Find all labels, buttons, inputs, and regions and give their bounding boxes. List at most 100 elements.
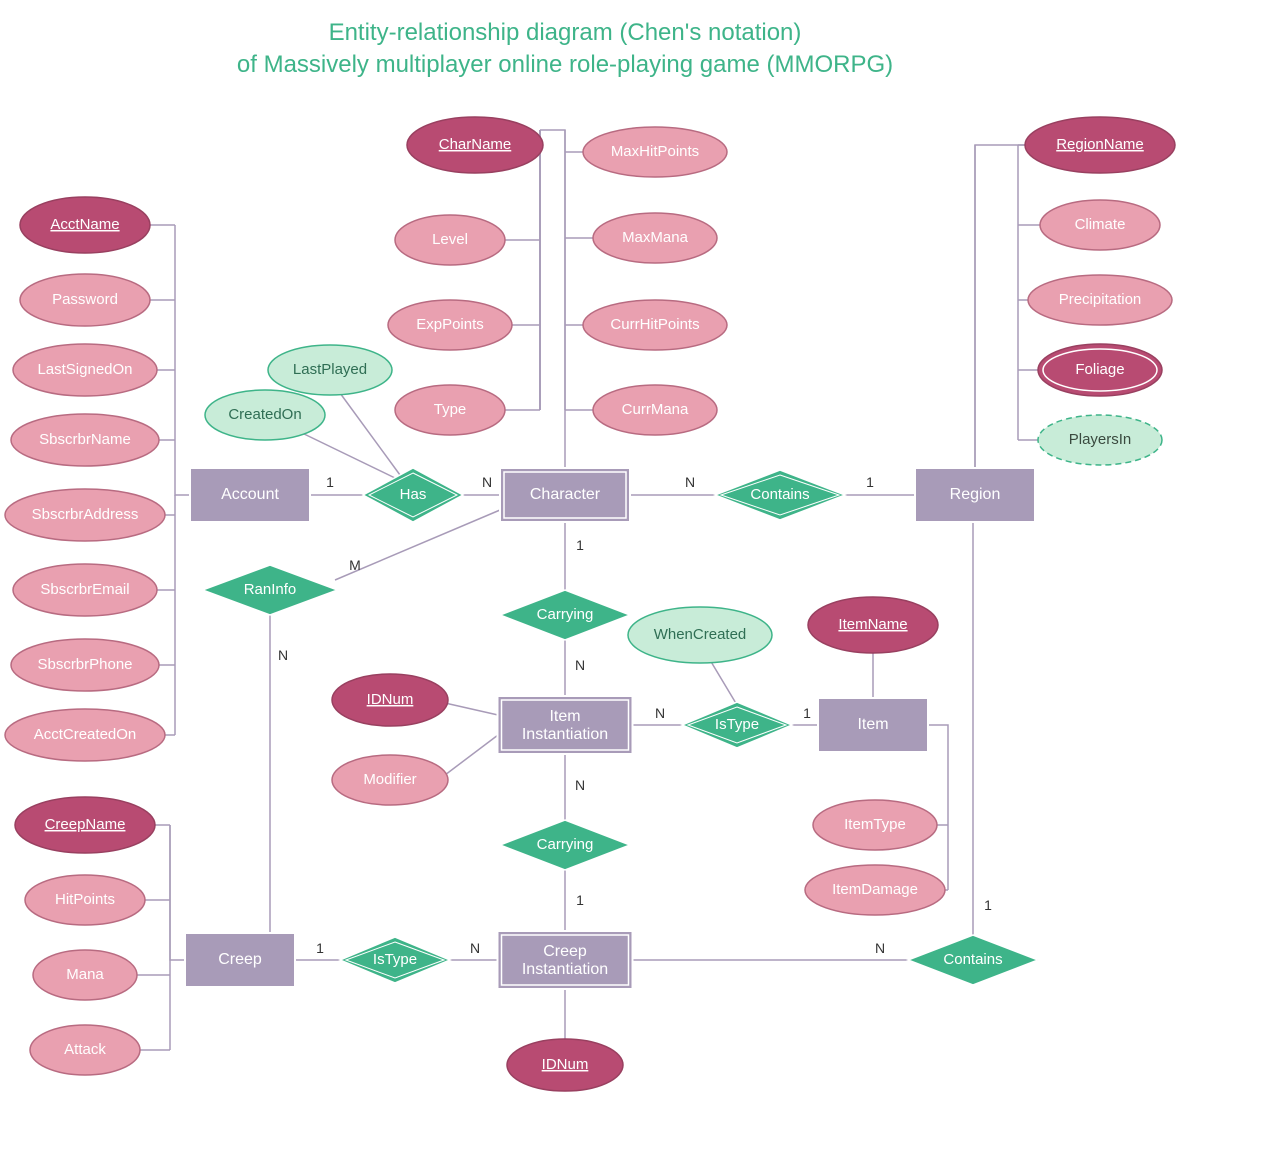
card-character-raninfo: M <box>349 557 361 573</box>
attr-precipitation: Precipitation <box>1028 275 1172 325</box>
svg-text:Password: Password <box>52 291 118 308</box>
attr-climate: Climate <box>1040 200 1160 250</box>
svg-text:Carrying: Carrying <box>537 836 594 853</box>
rel-contains_region: Contains <box>715 470 845 520</box>
attr-type: Type <box>395 385 505 435</box>
entity-character: Character <box>500 468 630 522</box>
svg-text:MaxHitPoints: MaxHitPoints <box>611 143 699 160</box>
svg-text:AcctCreatedOn: AcctCreatedOn <box>34 726 137 743</box>
svg-text:RanInfo: RanInfo <box>244 581 297 598</box>
entity-item_inst: ItemInstantiation <box>498 696 633 754</box>
rel-istype_item: IsType <box>682 702 792 748</box>
svg-text:RegionName: RegionName <box>1056 136 1144 153</box>
attr-attack: Attack <box>30 1025 140 1075</box>
attr-modifier: Modifier <box>332 755 448 805</box>
card-character-contains: N <box>685 474 695 490</box>
svg-text:WhenCreated: WhenCreated <box>654 626 747 643</box>
svg-text:CharName: CharName <box>439 136 512 153</box>
svg-text:IsType: IsType <box>373 951 417 968</box>
attr-level: Level <box>395 215 505 265</box>
entity-creep: Creep <box>185 933 295 987</box>
attr-maxmana: MaxMana <box>593 213 717 263</box>
attr-sbscrbraddress: SbscrbrAddress <box>5 489 165 541</box>
svg-text:Account: Account <box>221 486 279 503</box>
svg-text:Item: Item <box>549 708 580 725</box>
svg-text:Climate: Climate <box>1075 216 1126 233</box>
svg-text:ItemDamage: ItemDamage <box>832 881 918 898</box>
entity-item: Item <box>818 698 928 752</box>
attr-lastplayed: LastPlayed <box>268 345 392 395</box>
svg-text:Level: Level <box>432 231 468 248</box>
rel-carrying_char: Carrying <box>500 590 630 640</box>
svg-text:CreepName: CreepName <box>45 816 126 833</box>
svg-text:LastSignedOn: LastSignedOn <box>37 361 132 378</box>
attr-currmana: CurrMana <box>593 385 717 435</box>
svg-text:SbscrbrEmail: SbscrbrEmail <box>40 581 129 598</box>
attr-regionname: RegionName <box>1025 117 1175 173</box>
svg-text:Creep: Creep <box>218 951 262 968</box>
attr-sbscrbrphone: SbscrbrPhone <box>11 639 159 691</box>
entity-account: Account <box>190 468 310 522</box>
attr-lastsignedon: LastSignedOn <box>13 344 157 396</box>
svg-text:ExpPoints: ExpPoints <box>416 316 484 333</box>
attr-password: Password <box>20 274 150 326</box>
attr-sbscrbremail: SbscrbrEmail <box>13 564 157 616</box>
card-iteminst-carrying2: N <box>575 777 585 793</box>
svg-text:IsType: IsType <box>715 716 759 733</box>
svg-text:Item: Item <box>857 716 888 733</box>
svg-text:Has: Has <box>400 486 427 503</box>
card-istype-creepinst: N <box>470 940 480 956</box>
card-has-character: N <box>482 474 492 490</box>
svg-text:Type: Type <box>434 401 467 418</box>
svg-text:Creep: Creep <box>543 943 587 960</box>
rel-carrying_creep: Carrying <box>500 820 630 870</box>
svg-text:HitPoints: HitPoints <box>55 891 115 908</box>
svg-text:CurrMana: CurrMana <box>622 401 689 418</box>
svg-text:SbscrbrPhone: SbscrbrPhone <box>37 656 132 673</box>
svg-text:LastPlayed: LastPlayed <box>293 361 367 378</box>
card-character-carrying: 1 <box>576 537 584 553</box>
svg-text:SbscrbrName: SbscrbrName <box>39 431 131 448</box>
svg-text:Precipitation: Precipitation <box>1059 291 1142 308</box>
card-raninfo-creep: N <box>278 647 288 663</box>
svg-text:Contains: Contains <box>750 486 809 503</box>
card-carrying-iteminst: N <box>575 657 585 673</box>
svg-text:MaxMana: MaxMana <box>622 229 689 246</box>
card-carrying2-creepinst: 1 <box>576 892 584 908</box>
attr-charname: CharName <box>407 117 543 173</box>
attr-maxhitpoints: MaxHitPoints <box>583 127 727 177</box>
diagram-title-line1: Entity-relationship diagram (Chen's nota… <box>329 19 802 46</box>
svg-text:SbscrbrAddress: SbscrbrAddress <box>32 506 139 523</box>
attr-foliage: Foliage <box>1038 344 1162 396</box>
attr-mana: Mana <box>33 950 137 1000</box>
attr-acctcreatedon: AcctCreatedOn <box>5 709 165 761</box>
attr-sbscrbrname: SbscrbrName <box>11 414 159 466</box>
svg-text:IDNum: IDNum <box>542 1056 589 1073</box>
attr-idnum_creep: IDNum <box>507 1039 623 1091</box>
entity-region: Region <box>915 468 1035 522</box>
svg-text:Contains: Contains <box>943 951 1002 968</box>
diagram-title-line2: of Massively multiplayer online role-pla… <box>237 51 893 78</box>
svg-text:CreatedOn: CreatedOn <box>228 406 301 423</box>
svg-text:ItemName: ItemName <box>838 616 907 633</box>
attr-itemdamage: ItemDamage <box>805 865 945 915</box>
svg-text:Region: Region <box>950 486 1001 503</box>
attr-hitpoints: HitPoints <box>25 875 145 925</box>
rel-raninfo: RanInfo <box>203 565 338 615</box>
rel-istype_creep: IsType <box>340 937 450 983</box>
svg-text:Instantiation: Instantiation <box>522 726 608 743</box>
card-istype-item: 1 <box>803 705 811 721</box>
svg-text:Character: Character <box>530 486 601 503</box>
svg-text:CurrHitPoints: CurrHitPoints <box>610 316 699 333</box>
rel-contains_creep: Contains <box>908 935 1038 985</box>
attr-createdon: CreatedOn <box>205 390 325 440</box>
attr-currhitpoints: CurrHitPoints <box>583 300 727 350</box>
attr-idnum_item: IDNum <box>332 674 448 726</box>
svg-text:Attack: Attack <box>64 1041 106 1058</box>
card-account-has: 1 <box>326 474 334 490</box>
attr-acctname: AcctName <box>20 197 150 253</box>
card-contains-region: 1 <box>866 474 874 490</box>
attr-itemtype: ItemType <box>813 800 937 850</box>
attr-playersin: PlayersIn <box>1038 415 1162 465</box>
attr-creepname: CreepName <box>15 797 155 853</box>
